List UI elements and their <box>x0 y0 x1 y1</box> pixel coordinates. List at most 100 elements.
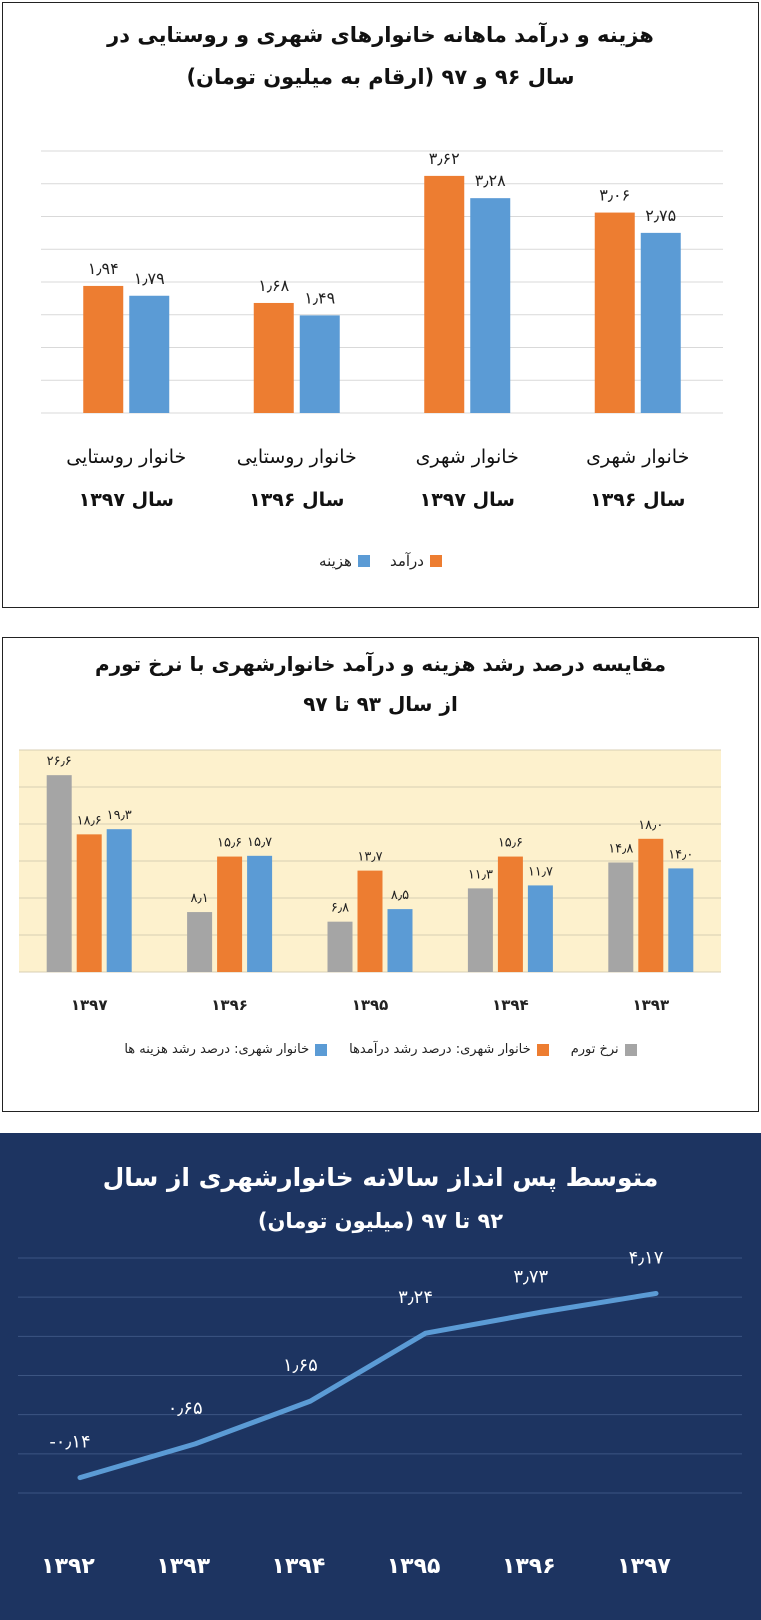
growth-vs-inflation-chart-panel: مقایسه درصد رشد هزینه و درآمد خانوارشهری… <box>2 637 759 1112</box>
data-label: ۴٫۱۷ <box>629 1247 664 1268</box>
bar-expense <box>470 198 511 413</box>
category-label: خانوار روستایی <box>237 446 357 468</box>
bar-expense <box>129 295 170 413</box>
bar-income <box>253 302 294 413</box>
bar-expense <box>640 232 681 413</box>
data-label: ۳٫۷۳ <box>513 1266 548 1287</box>
chart3-title-line1: متوسط پس انداز سالانه خانوارشهری از سال <box>102 1163 659 1192</box>
bar-series-0 <box>608 862 634 972</box>
data-label: ۱۸٫۰ <box>638 818 663 833</box>
data-label: ۱۹٫۳ <box>107 808 132 823</box>
data-label: ۱۱٫۳ <box>468 867 493 882</box>
bar-series-2 <box>668 868 694 972</box>
bar-series-0 <box>467 888 493 972</box>
chart3-plot: -۰٫۱۴ ۰٫۶۵ ۱٫۶۵ ۳٫۲۴ ۳٫۷۳ ۴٫۱۷ ۱۳۹۲ ۱۳۹۳ ۱۳۹۴ ۱۳۹… <box>18 1247 742 1579</box>
bar-series-2 <box>106 829 132 972</box>
legend-label-income: درآمد <box>389 552 424 570</box>
data-label: -۰٫۱۴ <box>49 1432 90 1453</box>
legend-label-income-growth: خانوار شهری: درصد رشد درآمدها <box>349 1042 531 1057</box>
category-year-label: سال ۱۳۹۶ <box>249 489 344 511</box>
bar-income <box>424 175 465 413</box>
bar-income <box>594 212 635 413</box>
chart1-legend: درآمد هزینه <box>3 552 758 570</box>
legend-item-expense: هزینه <box>319 552 370 570</box>
legend-item-income-growth: خانوار شهری: درصد رشد درآمدها <box>349 1042 549 1057</box>
chart2-title-line2: از سال ۹۳ تا ۹۷ <box>303 692 458 716</box>
data-label: ۳٫۲۴ <box>398 1287 433 1308</box>
bar-series-1 <box>357 870 383 972</box>
legend-swatch-expense-growth <box>315 1043 328 1056</box>
bar-series-0 <box>187 912 213 972</box>
bar-expense <box>299 315 340 413</box>
bar-series-2 <box>527 885 553 972</box>
legend-label-inflation: نرخ تورم <box>570 1042 619 1057</box>
year-label: ۱۳۹۶ <box>211 996 248 1014</box>
data-label: ۱۵٫۶ <box>498 836 523 851</box>
year-label: ۱۳۹۴ <box>272 1554 326 1579</box>
data-label: ۳٫۶۲ <box>429 149 460 168</box>
legend-label-expense: هزینه <box>319 552 352 570</box>
chart1-title-line2: سال ۹۶ و ۹۷ (ارقام به میلیون تومان) <box>186 65 575 89</box>
data-label: ۱۳٫۷ <box>357 850 382 865</box>
chart1-plot: ۳٫۰۶ ۲٫۷۵ خانوار شهری سال ۱۳۹۶ ۳٫۶۲ ۳٫۲۸ خانوا… <box>41 149 723 511</box>
year-label: ۱۳۹۵ <box>352 996 389 1014</box>
chart2-plot: ۱۴٫۸ ۱۸٫۰ ۱۴٫۰ ۱۳۹۳ ۱۱٫۳ ۱۵٫۶ ۱۱٫۷ ۱۳۹۴ ۶٫۸ ۱۳٫۷ ۸… <box>19 749 721 1014</box>
data-label: ۱۵٫۶ <box>217 836 242 851</box>
data-label: ۱٫۹۴ <box>88 259 119 278</box>
year-label: ۱۳۹۷ <box>71 996 108 1014</box>
year-label: ۱۳۹۴ <box>492 996 529 1014</box>
legend-swatch-income <box>429 555 442 567</box>
chart2-title-line1: مقایسه درصد رشد هزینه و درآمد خانوارشهری… <box>94 652 667 676</box>
chart3-title-line2: ۹۲ تا ۹۷ (میلیون تومان) <box>257 1209 504 1233</box>
data-label: ۱۵٫۷ <box>247 835 272 850</box>
legend-item-inflation: نرخ تورم <box>571 1042 637 1057</box>
bar-series-2 <box>387 909 413 972</box>
chart2-legend: نرخ تورم خانوار شهری: درصد رشد درآمدها خ… <box>3 1042 758 1057</box>
bar-series-1 <box>638 838 664 972</box>
data-label: ۱۱٫۷ <box>528 864 553 879</box>
data-label: ۸٫۱ <box>191 891 209 906</box>
savings-line-chart-panel: متوسط پس انداز سالانه خانوارشهری از سال … <box>0 1133 761 1620</box>
category-label: خانوار روستایی <box>66 446 186 468</box>
bar-series-1 <box>217 856 243 972</box>
legend-label-expense-growth: خانوار شهری: درصد رشد هزینه ها <box>124 1042 310 1057</box>
data-label: ۸٫۵ <box>391 888 409 903</box>
data-label: ۱۸٫۶ <box>77 813 102 828</box>
legend-swatch-inflation <box>624 1043 637 1056</box>
data-label: ۱٫۴۹ <box>304 288 335 307</box>
data-label: ۱٫۶۵ <box>283 1355 318 1376</box>
year-label: ۱۳۹۳ <box>632 996 669 1014</box>
income-expense-chart-panel: هزینه و درآمد ماهانه خانوارهای شهری و رو… <box>2 2 759 608</box>
bar-series-1 <box>76 834 102 972</box>
bar-income <box>83 285 124 413</box>
bar-series-0 <box>46 775 72 972</box>
category-label: خانوار شهری <box>416 446 519 468</box>
data-label: ۱۴٫۰ <box>668 847 693 862</box>
legend-item-income: درآمد <box>390 552 442 570</box>
legend-swatch-income-growth <box>536 1043 549 1056</box>
data-label: ۰٫۶۵ <box>168 1398 203 1419</box>
category-year-label: سال ۱۳۹۷ <box>420 489 515 511</box>
year-label: ۱۳۹۵ <box>387 1554 441 1579</box>
year-label: ۱۳۹۶ <box>502 1554 556 1579</box>
data-label: ۳٫۲۸ <box>475 171 506 190</box>
data-label: ۲۶٫۶ <box>47 754 72 769</box>
year-label: ۱۳۹۲ <box>41 1554 95 1579</box>
year-label: ۱۳۹۷ <box>617 1554 671 1579</box>
category-year-label: سال ۱۳۹۶ <box>590 489 685 511</box>
bar-series-2 <box>247 855 273 972</box>
data-label: ۶٫۸ <box>331 901 349 916</box>
data-label: ۲٫۷۵ <box>645 206 676 225</box>
legend-item-expense-growth: خانوار شهری: درصد رشد هزینه ها <box>124 1042 328 1057</box>
category-label: خانوار شهری <box>586 446 689 468</box>
data-label: ۱۴٫۸ <box>608 841 633 856</box>
data-label: ۱٫۶۸ <box>258 276 289 295</box>
savings-line <box>77 1290 659 1481</box>
bar-series-0 <box>327 921 353 972</box>
year-label: ۱۳۹۳ <box>156 1554 210 1579</box>
legend-swatch-expense <box>357 555 370 567</box>
data-label: ۳٫۰۶ <box>599 186 630 205</box>
category-year-label: سال ۱۳۹۷ <box>79 489 174 511</box>
bar-series-1 <box>497 856 523 972</box>
data-label: ۱٫۷۹ <box>134 269 165 288</box>
